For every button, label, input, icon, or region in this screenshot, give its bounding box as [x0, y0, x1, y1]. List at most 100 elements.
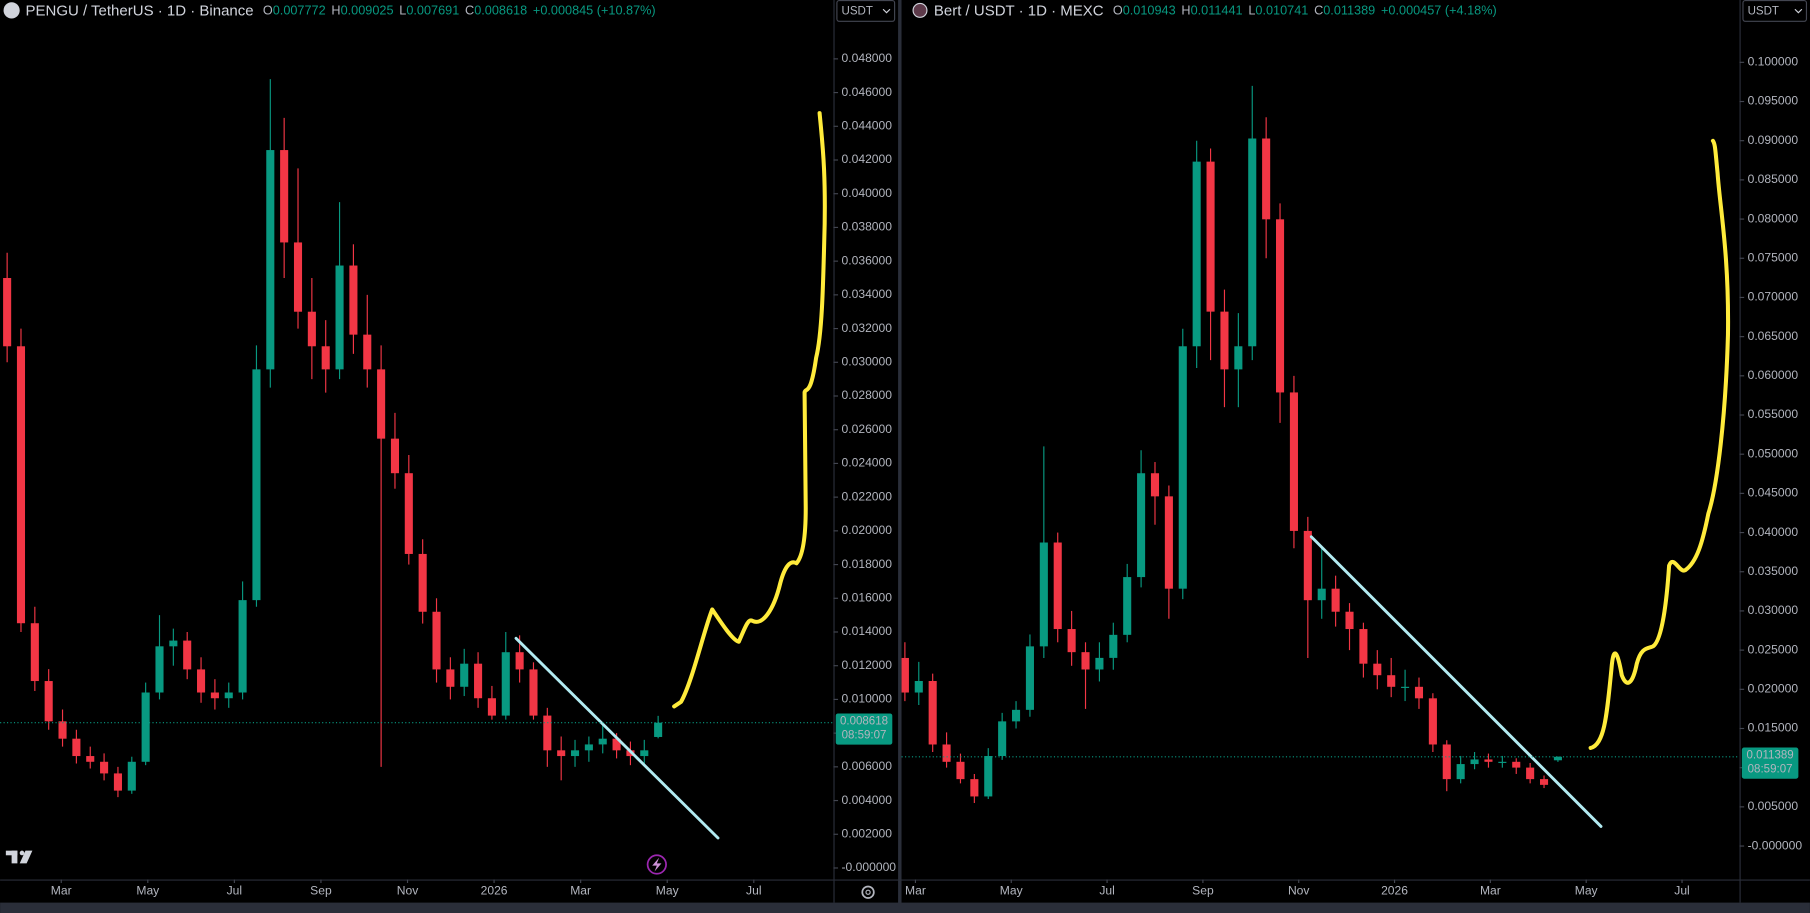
y-tick-label: 0.028000: [842, 388, 893, 402]
candle-body: [1150, 473, 1160, 497]
x-tick-label: Mar: [51, 883, 72, 897]
x-tick-label: 2026: [481, 883, 508, 897]
brush-drawing[interactable]: [672, 111, 827, 709]
candle-body: [1539, 779, 1549, 785]
candle-body: [1123, 577, 1132, 635]
y-tick-label: 0.020000: [842, 523, 893, 537]
currency-chevron: [882, 8, 891, 14]
legend-label: L: [1248, 4, 1255, 18]
y-tick-label: 0.016000: [842, 590, 893, 604]
drawings: [514, 111, 1731, 840]
candle-body: [1248, 138, 1257, 347]
candle-body: [1178, 346, 1187, 589]
candle-body: [584, 744, 593, 751]
candle-body: [321, 346, 330, 370]
trend-line[interactable]: [514, 636, 720, 840]
candle-body: [1401, 686, 1410, 688]
candle-body: [1095, 657, 1104, 670]
candle-body: [1526, 767, 1535, 780]
x-tick-label: Jul: [227, 883, 242, 897]
y-tick-label: 0.044000: [842, 118, 893, 132]
x-tick-label: Nov: [397, 883, 419, 897]
candle-body: [1373, 663, 1382, 676]
legend-value: 0.011441: [1191, 4, 1243, 18]
candle-body: [1498, 761, 1507, 763]
candle-body: [1164, 496, 1173, 589]
candle-body: [1387, 675, 1396, 687]
y-tick-label: 0.015000: [1748, 721, 1799, 735]
legend-value: 0.007772: [273, 4, 326, 18]
currency-chevron: [1794, 8, 1803, 14]
last-price-label: 0.008618: [840, 716, 888, 728]
y-tick-label: 0.050000: [1748, 446, 1799, 460]
candle-body: [72, 738, 81, 757]
candle-body: [1303, 530, 1312, 601]
tradingview-logo: [5, 850, 33, 864]
currency-button[interactable]: [836, 0, 896, 22]
candle-body: [1206, 161, 1215, 312]
y-tick-label: 0.045000: [1748, 486, 1799, 500]
legend-value: 0.008618: [474, 4, 527, 18]
price-pane: [3, 79, 663, 798]
candle-body: [970, 779, 979, 797]
x-tick-label: May: [656, 883, 680, 897]
lightning-button[interactable]: [646, 854, 667, 875]
last-price-box: [835, 713, 893, 745]
y-tick-label: 0.034000: [842, 287, 893, 301]
candle-body: [113, 773, 122, 791]
legend-value: 0.010741: [1255, 4, 1308, 18]
currency-button[interactable]: [1742, 0, 1808, 22]
candle-body: [363, 334, 372, 370]
candle-body: [1317, 588, 1326, 601]
y-tick-label: 0.095000: [1748, 94, 1799, 108]
y-tick-label: 0.060000: [1748, 368, 1799, 382]
x-tick-label: Jul: [1674, 883, 1689, 897]
y-tick-label: 0.040000: [842, 186, 893, 200]
candle-body: [3, 278, 12, 347]
candle-body: [238, 600, 247, 693]
y-tick-label: 0.042000: [842, 152, 893, 166]
candle-body: [418, 553, 427, 612]
y-tick-label: 0.005000: [1748, 799, 1799, 813]
x-tick-label: Sep: [310, 883, 332, 897]
y-tick-label: 0.030000: [842, 354, 893, 368]
candle-body: [404, 473, 413, 554]
y-tick-label: 0.065000: [1748, 329, 1799, 343]
candle-body: [1137, 473, 1146, 578]
candle-body: [1234, 346, 1243, 370]
candle-body: [100, 761, 109, 774]
price-pane: [901, 85, 1562, 803]
candle-body: [58, 721, 67, 739]
candle-body: [1331, 588, 1340, 612]
y-tick-label: 0.075000: [1748, 250, 1799, 264]
trend-line[interactable]: [1309, 535, 1603, 828]
settings-button[interactable]: [861, 885, 875, 899]
x-tick-label: Nov: [1288, 883, 1310, 897]
y-tick-label: 0.010000: [842, 692, 893, 706]
candle-body: [570, 750, 580, 757]
candle-body: [1470, 759, 1479, 765]
legend-label: H: [331, 4, 340, 18]
y-tick-label: 0.046000: [842, 85, 893, 99]
candle-body: [293, 242, 303, 312]
candle-body: [612, 738, 621, 751]
y-tick-label: 0.085000: [1748, 172, 1799, 186]
candle-body: [30, 623, 39, 682]
legend-label: C: [1314, 4, 1323, 18]
countdown-label: 08:59:07: [1748, 764, 1793, 776]
y-tick-label: 0.048000: [842, 51, 893, 65]
legend-change: +0.000845 (+10.87%): [533, 4, 656, 18]
x-tick-label: May: [1000, 883, 1024, 897]
candle-body: [141, 692, 150, 762]
y-tick-label: 0.032000: [842, 321, 893, 335]
chart-title: PENGU / TetherUS · 1D · Binance: [25, 3, 253, 20]
candle-body: [280, 150, 289, 243]
candle-body: [1025, 646, 1034, 710]
brush-drawing[interactable]: [1588, 138, 1731, 750]
candle-body: [197, 669, 206, 693]
y-tick-label: 0.012000: [842, 658, 893, 672]
last-price-label: 0.011389: [1746, 750, 1793, 762]
y-tick-label: 0.025000: [1748, 642, 1799, 656]
